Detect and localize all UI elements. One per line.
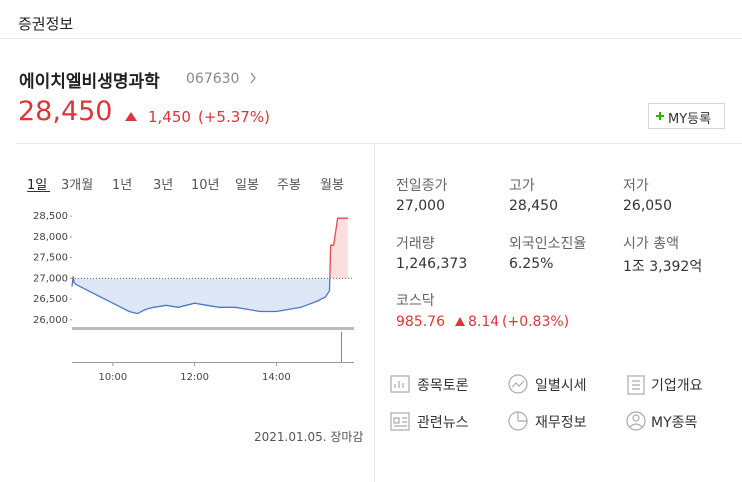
stock-change-pct: (+5.37%) — [198, 108, 270, 126]
my-button[interactable]: MY등록 — [668, 112, 712, 127]
stat-label: 거래량 — [396, 236, 435, 252]
period-tab[interactable]: 월봉 — [320, 178, 344, 193]
price-line-down — [71, 278, 331, 315]
index-change: 8.14 — [468, 314, 500, 330]
index-change-pct: (+0.83%) — [502, 314, 570, 330]
stock-name[interactable]: 에이치엘비생명과학 — [19, 72, 160, 92]
period-tab[interactable]: 일봉 — [235, 178, 259, 193]
stat-value: 27,000 — [396, 198, 445, 214]
stat-label: 저가 — [623, 178, 649, 194]
stat-value: 1조 3,392억 — [623, 259, 703, 275]
stat-label: 시가 총액 — [623, 236, 679, 252]
y-tick-label: 27,500 — [33, 253, 68, 264]
period-tab[interactable]: 1일 — [27, 178, 48, 193]
up-icon — [455, 317, 465, 326]
link[interactable]: 관련뉴스 — [417, 415, 469, 431]
area-down — [72, 278, 330, 314]
stock-code: 067630 — [186, 71, 240, 87]
y-tick-label: 28,500 — [33, 211, 68, 222]
stock-change: 1,450 — [148, 108, 191, 126]
period-tab[interactable]: 1년 — [112, 178, 133, 193]
index-value: 985.76 — [396, 314, 445, 330]
y-tick-label: 26,000 — [33, 315, 68, 326]
stat-value: 28,450 — [509, 198, 558, 214]
period-tab[interactable]: 10년 — [191, 178, 220, 193]
link[interactable]: 종목토론 — [417, 378, 469, 394]
link[interactable]: 기업개요 — [651, 378, 703, 394]
header-title: 증권정보 — [18, 15, 74, 33]
stat-label: 외국인소진율 — [509, 236, 587, 252]
stat-label: 고가 — [509, 178, 535, 194]
stat-value: 6.25% — [509, 256, 554, 272]
period-tab[interactable]: 3개월 — [61, 178, 94, 193]
y-tick-label: 26,500 — [33, 294, 68, 305]
y-tick-label: 27,000 — [33, 273, 68, 284]
period-tab[interactable]: 3년 — [153, 178, 174, 193]
index-name: 코스닥 — [396, 293, 435, 309]
stat-label: 전일종가 — [396, 178, 448, 194]
plus-icon — [656, 112, 664, 120]
x-tick-label: 14:00 — [262, 372, 291, 383]
x-tick-label: 12:00 — [180, 372, 209, 383]
link-icons — [390, 374, 646, 431]
volume-top-border — [72, 327, 354, 330]
stock-price: 28,450 — [18, 96, 113, 127]
link[interactable]: 재무정보 — [535, 415, 587, 431]
up-icon — [125, 112, 137, 121]
x-tick-label: 10:00 — [98, 372, 127, 383]
stat-value: 26,050 — [623, 198, 672, 214]
link[interactable]: MY종목 — [651, 415, 698, 431]
date-label: 2021.01.05. 장마감 — [254, 430, 364, 444]
period-tab[interactable]: 주봉 — [277, 178, 301, 193]
link[interactable]: 일별시세 — [535, 378, 587, 394]
stat-value: 1,246,373 — [396, 256, 468, 272]
chevron-icon — [250, 72, 256, 84]
y-tick-label: 28,000 — [33, 232, 68, 243]
